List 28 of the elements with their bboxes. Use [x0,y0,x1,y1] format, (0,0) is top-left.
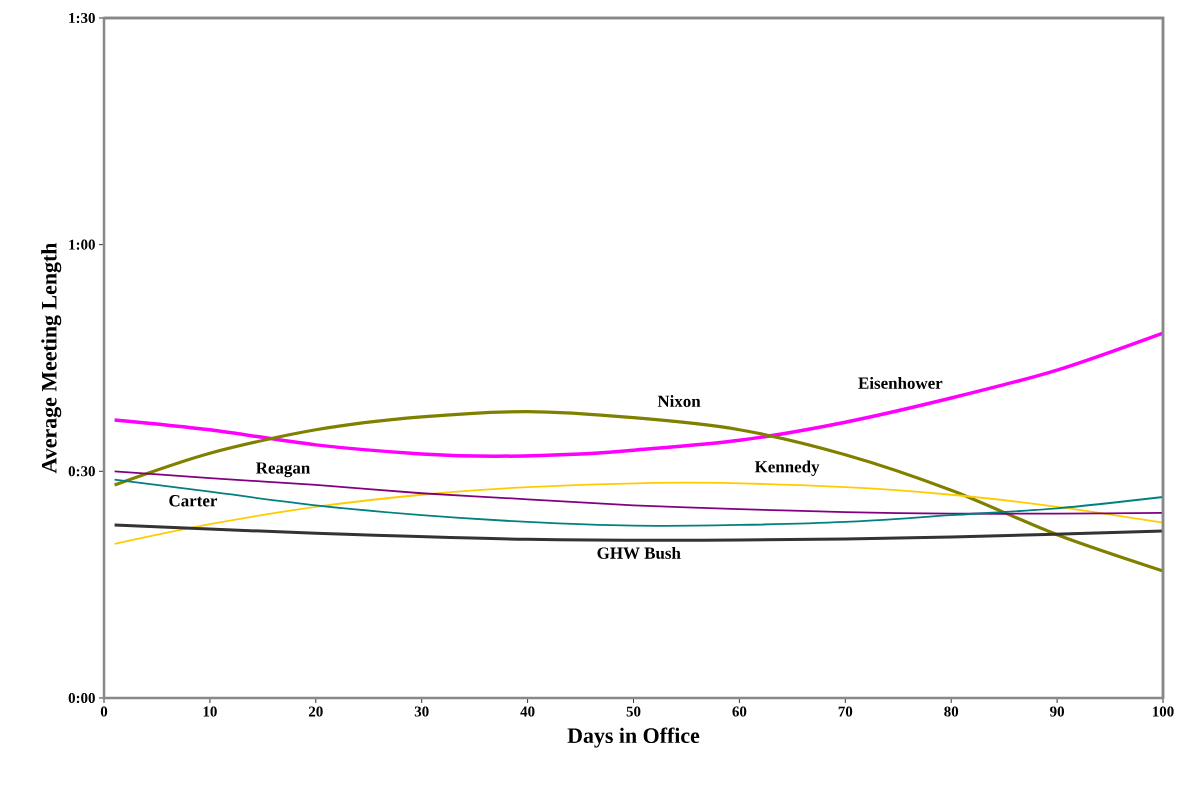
series-label: Nixon [657,395,701,408]
series-label: Kennedy [754,460,820,476]
x-tick-label: 100 [1153,706,1174,717]
x-tick-label: 70 [838,706,853,717]
y-tick-label: 0:30 [68,466,95,477]
x-tick-label: 10 [203,706,217,717]
series-label: GHW Bush [597,546,681,559]
y-tick-label: 0:00 [68,692,95,704]
line-series [112,331,1165,458]
x-tick-label: 40 [520,706,535,717]
x-tick-label: 60 [732,706,747,717]
y-tick-label: 1:00 [69,239,95,250]
y-tick-label: 1:30 [69,12,95,24]
series-label: Eisenhower [858,376,943,389]
x-tick-label: 80 [944,706,959,717]
line-series [113,481,1164,545]
x-tick-label: 20 [308,706,323,717]
x-tick-label: 30 [414,706,429,717]
line-series [113,523,1165,542]
x-tick-label: 50 [626,706,641,717]
series-label: Carter [169,495,218,507]
line-series [113,478,1164,527]
line-series [113,410,1165,573]
x-axis-title: Days in Office [567,727,700,748]
x-tick-label: 0 [100,706,108,717]
y-axis-title: Average Meeting Length [41,242,62,474]
series-label: Reagan [255,462,310,478]
x-tick-label: 90 [1050,706,1065,717]
